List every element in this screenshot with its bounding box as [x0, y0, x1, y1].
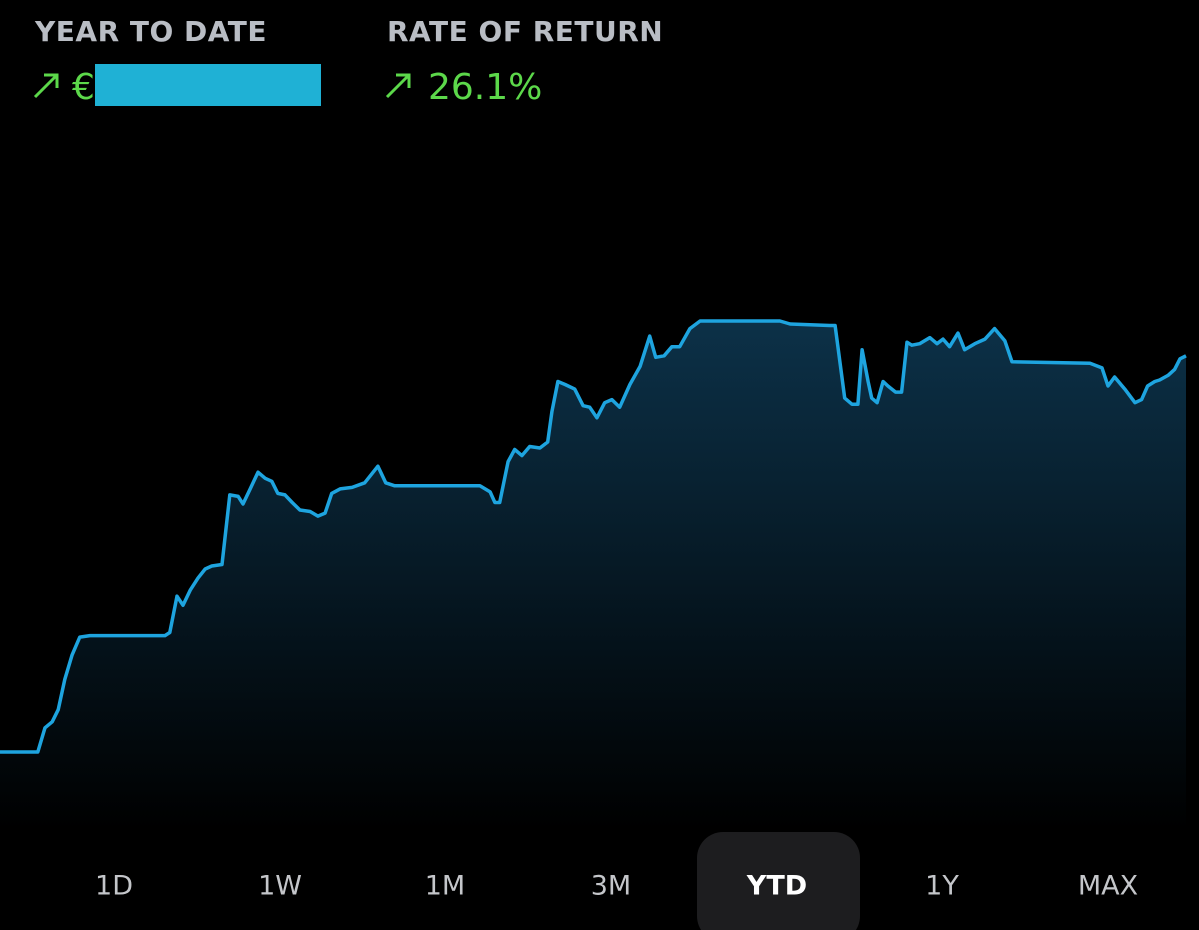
tab[interactable]: 1M	[425, 871, 465, 902]
tabs: 1D 1W 1M 3M YTD 1Y MAX	[95, 871, 1138, 902]
active-tab-bg	[697, 832, 860, 930]
ytd-label: YEAR TO DATE	[34, 15, 267, 48]
plot	[0, 319, 1187, 830]
tab[interactable]: 1Y	[925, 871, 959, 902]
ror-label: RATE OF RETURN	[387, 15, 663, 48]
tab[interactable]: YTD	[746, 871, 807, 902]
tab[interactable]: MAX	[1078, 871, 1138, 902]
line	[0, 319, 1187, 754]
up-arrow	[385, 73, 411, 99]
tab[interactable]: 3M	[591, 871, 631, 902]
area	[0, 321, 1186, 830]
ror-value: 26.1%	[428, 67, 542, 108]
redaction	[95, 64, 321, 106]
tab[interactable]: 1D	[95, 871, 133, 902]
tab[interactable]: 1W	[258, 871, 302, 902]
up-arrow	[33, 73, 59, 99]
ytd-currency: €	[72, 67, 95, 108]
